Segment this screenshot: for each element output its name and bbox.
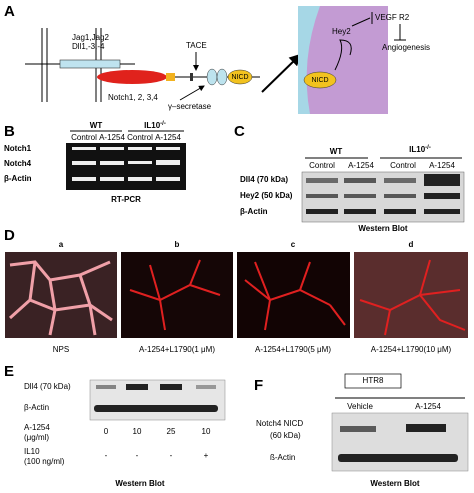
group-label-sup: -/- bbox=[425, 145, 431, 151]
vegfr2-label: VEGF R2 bbox=[375, 13, 410, 22]
nicd-label: NICD bbox=[231, 74, 248, 81]
group-label: IL10-/- bbox=[409, 145, 431, 155]
row-label: Notch4 bbox=[4, 159, 32, 168]
image-letter: a bbox=[59, 240, 64, 249]
group-label: WT bbox=[90, 121, 103, 130]
panel-d: D a b c d NPS A-1254+L1790(1 μM) A-1254+L1790(… bbox=[4, 227, 468, 354]
lane-label: Control bbox=[127, 133, 153, 142]
group-label: IL10-/- bbox=[144, 121, 166, 131]
ligand-label: Jag1,Jag2 bbox=[72, 33, 109, 42]
row-label: A-1254 bbox=[24, 423, 50, 432]
panel-label: F bbox=[254, 377, 263, 394]
receptor-label: Notch1, 2, 3,4 bbox=[108, 93, 158, 102]
lane-label: Control bbox=[309, 161, 335, 170]
lane-label: A-1254 bbox=[99, 133, 125, 142]
dose-value: 25 bbox=[167, 427, 176, 436]
lane-label: Vehicle bbox=[347, 402, 373, 411]
dose-value: 10 bbox=[133, 427, 142, 436]
il10-sign: - bbox=[136, 451, 139, 460]
row-label: β-Actin bbox=[24, 403, 49, 412]
panel-b: B WT IL10-/- Control A-1254 Control A-1254 … bbox=[4, 121, 186, 204]
group-label-sup: -/- bbox=[160, 121, 166, 127]
il10-sign: + bbox=[204, 451, 209, 460]
hey2-label: Hey2 bbox=[332, 27, 351, 36]
image-caption: A-1254+L1790(5 μM) bbox=[255, 345, 331, 354]
caption: RT-PCR bbox=[111, 195, 141, 204]
angiogenesis-label: Angiogenesis bbox=[382, 43, 430, 52]
image-letter: b bbox=[175, 240, 180, 249]
row-label: β-Actin bbox=[4, 174, 32, 183]
cell-line-label: HTR8 bbox=[363, 376, 384, 385]
tace-label: TACE bbox=[186, 41, 207, 50]
panel-a: A Jag1,Jag2 Dll1,-3,-4 NICD TACE Notch1,… bbox=[4, 3, 430, 114]
image-caption: A-1254+L1790(1 μM) bbox=[139, 345, 215, 354]
row-label: Dll4 (70 kDa) bbox=[24, 382, 71, 391]
row-label: Notch4 NICD bbox=[256, 419, 303, 428]
group-label: WT bbox=[330, 147, 343, 156]
secretase-label: γ–secretase bbox=[168, 102, 212, 111]
row-label: (μg/ml) bbox=[24, 433, 49, 442]
ligand-label: Dll1,-3,-4 bbox=[72, 42, 105, 51]
row-label: Hey2 (50 kDa) bbox=[240, 191, 293, 200]
lane-label: A-1254 bbox=[155, 133, 181, 142]
lane-label: Control bbox=[71, 133, 97, 142]
lane-label: Control bbox=[390, 161, 416, 170]
image-letter: d bbox=[409, 240, 414, 249]
caption: Western Blot bbox=[115, 479, 165, 488]
il10-sign: - bbox=[105, 451, 108, 460]
il10-sign: - bbox=[170, 451, 173, 460]
row-label: β-Actin bbox=[240, 207, 268, 216]
caption: Western Blot bbox=[370, 479, 420, 488]
panel-label: E bbox=[4, 363, 14, 380]
lane-label: A-1254 bbox=[348, 161, 374, 170]
panel-e: E Dll4 (70 kDa) β-Actin A-1254(μg/ml) IL10(… bbox=[4, 363, 226, 488]
row-label: (60 kDa) bbox=[270, 431, 301, 440]
dose-value: 0 bbox=[104, 427, 109, 436]
nicd-label: NICD bbox=[311, 77, 328, 84]
row-label: (100 ng/ml) bbox=[24, 457, 65, 466]
panel-label: A bbox=[4, 3, 15, 20]
panel-f: F HTR8 Vehicle A-1254 Notch4 NICD (60 kD… bbox=[254, 373, 469, 488]
lane-label: A-1254 bbox=[415, 402, 441, 411]
panel-label: D bbox=[4, 227, 15, 244]
group-label: IL10 bbox=[144, 121, 161, 130]
image-letter: c bbox=[291, 240, 296, 249]
image-caption: A-1254+L1790(10 μM) bbox=[371, 345, 452, 354]
lane-label: A-1254 bbox=[429, 161, 455, 170]
dose-value: 10 bbox=[202, 427, 211, 436]
row-label: ß-Actin bbox=[270, 453, 295, 462]
row-label: Notch1 bbox=[4, 144, 32, 153]
row-label: IL10 bbox=[24, 447, 40, 456]
panel-label: B bbox=[4, 123, 15, 140]
group-label: IL10 bbox=[409, 145, 426, 154]
row-label: Dll4 (70 kDa) bbox=[240, 175, 288, 184]
panel-label: C bbox=[234, 123, 245, 140]
image-caption: NPS bbox=[53, 345, 69, 354]
caption: Western Blot bbox=[358, 224, 408, 233]
panel-c: C WT IL10-/- Control A-1254 Control A-1254 … bbox=[234, 123, 465, 233]
